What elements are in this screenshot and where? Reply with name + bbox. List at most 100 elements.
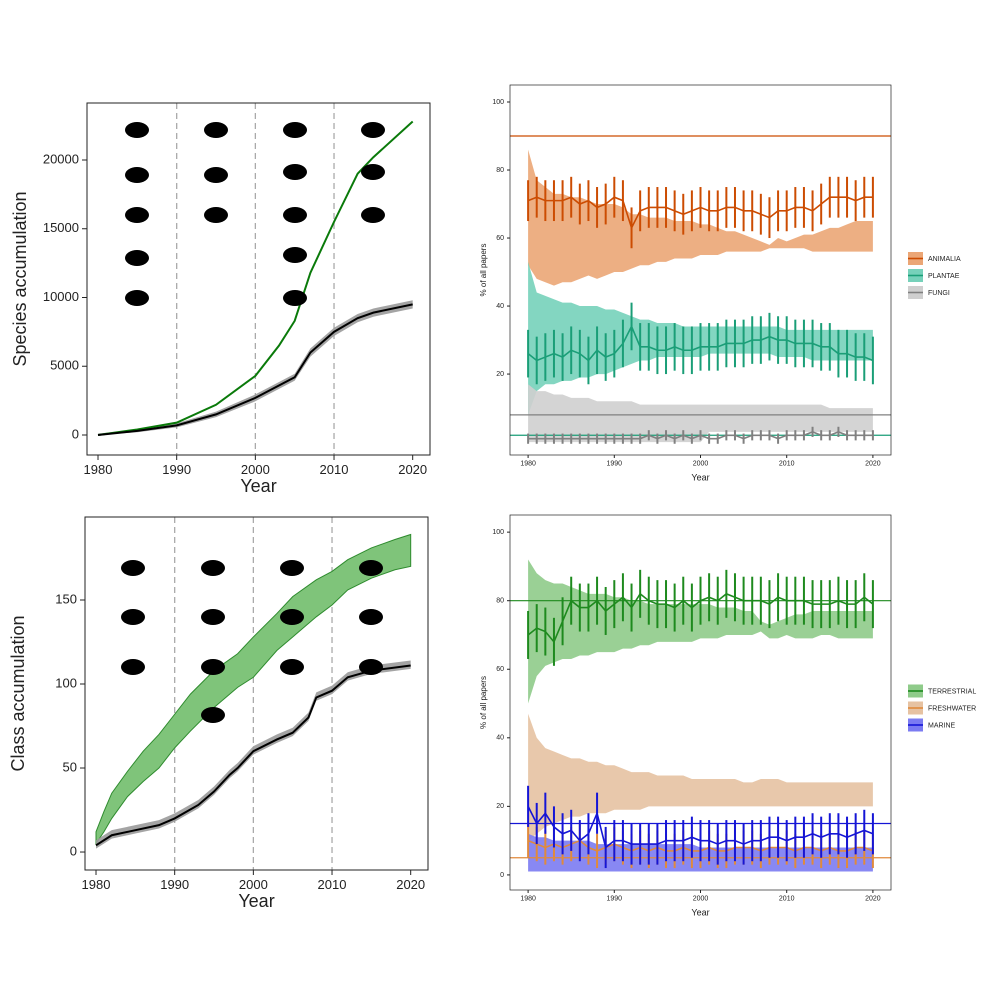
y-axis-title: Class accumulation (8, 615, 28, 771)
plot-area (510, 559, 891, 872)
silhouette-icon (283, 247, 307, 263)
silhouette-icon (359, 609, 383, 625)
plot-area (510, 135, 891, 444)
silhouette-icon (204, 167, 228, 183)
silhouette-icon (283, 207, 307, 223)
y-tick-label: 100 (55, 675, 77, 690)
legend-label: FUNGI (928, 290, 950, 297)
data-line (527, 196, 873, 230)
ribbon (528, 384, 873, 443)
x-tick-label: 1990 (607, 460, 623, 467)
ribbon (98, 300, 413, 435)
x-tick-label: 1990 (162, 462, 191, 477)
plot-frame (84, 516, 429, 871)
ribbon (528, 559, 873, 704)
silhouette-icon (280, 659, 304, 675)
data-line (95, 664, 411, 847)
y-tick-label: 0 (72, 426, 79, 441)
plot-area (97, 103, 414, 455)
y-tick-label: 100 (492, 99, 504, 106)
y-tick-label: 0 (500, 872, 504, 879)
x-tick-label: 2010 (779, 460, 795, 467)
y-tick-label: 80 (496, 167, 504, 174)
y-tick-label: 5000 (50, 358, 79, 373)
silhouette-icon (201, 707, 225, 723)
y-tick-label: 40 (496, 735, 504, 742)
legend-label: FRESHWATER (928, 705, 976, 712)
x-tick-label: 1980 (84, 462, 113, 477)
x-tick-label: 2010 (779, 895, 795, 902)
silhouette-icon (204, 122, 228, 138)
x-tick-label: 1980 (520, 460, 536, 467)
silhouette-icon (204, 207, 228, 223)
x-tick-label: 1980 (82, 877, 111, 892)
plot-frame (86, 102, 431, 456)
y-tick-label: 20 (496, 371, 504, 378)
silhouette-icon (121, 659, 145, 675)
x-tick-label: 2010 (318, 877, 347, 892)
silhouette-icon (201, 560, 225, 576)
legend-label: PLANTAE (928, 273, 960, 280)
y-axis-title: % of all papers (479, 244, 488, 297)
silhouette-icon (280, 560, 304, 576)
y-tick-label: 150 (55, 591, 77, 606)
x-tick-label: 2010 (320, 462, 349, 477)
silhouette-icon (121, 609, 145, 625)
x-tick-label: 2020 (396, 877, 425, 892)
silhouette-icon (359, 659, 383, 675)
data-line (527, 324, 874, 362)
y-axis-title: % of all papers (479, 676, 488, 729)
y-tick-label: 15000 (43, 220, 79, 235)
x-tick-label: 2000 (693, 895, 709, 902)
ribbon (96, 660, 411, 849)
x-tick-label: 2020 (398, 462, 427, 477)
silhouette-icon (201, 609, 225, 625)
data-line (97, 303, 413, 436)
silhouette-icon (280, 609, 304, 625)
silhouette-icon (361, 164, 385, 180)
silhouette-icon (125, 167, 149, 183)
legend-label: TERRESTRIAL (928, 688, 976, 695)
data-line (527, 592, 874, 644)
x-tick-label: 1990 (607, 895, 623, 902)
x-tick-label: 2000 (241, 462, 270, 477)
x-tick-label: 1990 (160, 877, 189, 892)
silhouette-icon (201, 659, 225, 675)
data-line (97, 120, 414, 436)
legend-label: ANIMALIA (928, 256, 961, 263)
y-tick-label: 10000 (43, 289, 79, 304)
data-line (528, 431, 873, 440)
x-tick-label: 2020 (865, 460, 881, 467)
y-tick-label: 20 (496, 803, 504, 810)
data-line (527, 806, 874, 849)
x-tick-label: 2000 (239, 877, 268, 892)
y-tick-label: 80 (496, 598, 504, 605)
ribbon (528, 713, 873, 841)
silhouette-icon (125, 207, 149, 223)
silhouette-icon (283, 122, 307, 138)
x-axis-title: Year (240, 476, 276, 496)
x-axis-title: Year (238, 891, 274, 911)
silhouette-icon (359, 560, 383, 576)
y-tick-label: 100 (492, 529, 504, 536)
silhouette-icon (283, 290, 307, 306)
legend-label: MARINE (928, 722, 956, 729)
silhouette-icon (283, 164, 307, 180)
silhouette-icon (121, 560, 145, 576)
x-tick-label: 1980 (520, 895, 536, 902)
silhouette-icon (125, 250, 149, 266)
silhouette-icon (125, 122, 149, 138)
y-tick-label: 50 (63, 759, 77, 774)
y-tick-label: 40 (496, 303, 504, 310)
silhouette-icon (361, 122, 385, 138)
y-tick-label: 20000 (43, 151, 79, 166)
y-axis-title: Species accumulation (10, 191, 30, 366)
ribbon (528, 149, 873, 286)
y-tick-label: 0 (70, 843, 77, 858)
x-tick-label: 2000 (693, 460, 709, 467)
x-axis-title: Year (691, 472, 709, 482)
x-tick-label: 2020 (865, 895, 881, 902)
silhouette-icon (125, 290, 149, 306)
x-axis-title: Year (691, 907, 709, 917)
